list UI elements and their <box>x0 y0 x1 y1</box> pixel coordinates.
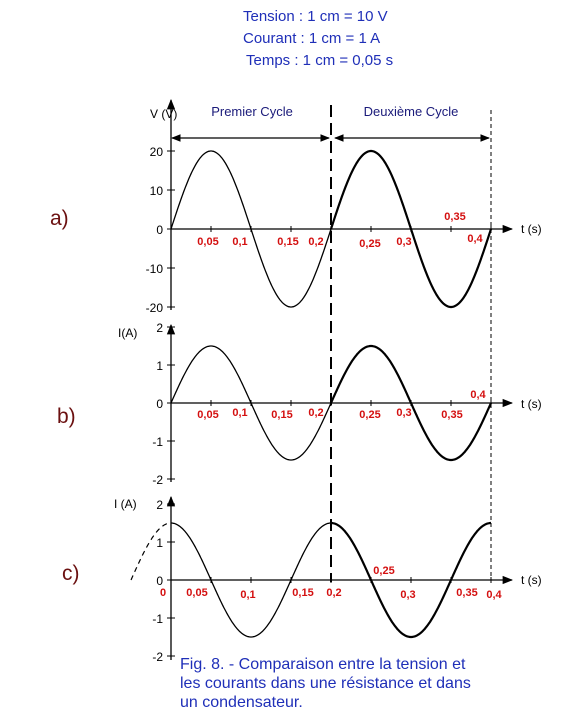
panel-label-b: b) <box>57 405 76 428</box>
x-tick-label-b: 0,35 <box>441 409 462 421</box>
y-tick-label-c: 1 <box>156 536 163 550</box>
caption-line-1: Fig. 8. - Comparaison entre la tension e… <box>180 656 466 673</box>
y-tick-label-a: -10 <box>146 262 164 276</box>
y-tick-label-b: 1 <box>156 359 163 373</box>
x-tick-label-c: 0,25 <box>373 565 394 577</box>
x-tick-label-a: 0,1 <box>232 236 247 248</box>
y-axis-label-c: I (A) <box>114 497 137 511</box>
x-tick-label-a: 0,15 <box>277 236 298 248</box>
x-tick-label-b: 0,15 <box>271 409 292 421</box>
y-tick-label-a: -20 <box>146 301 164 315</box>
curve-cycle2-c <box>331 521 491 639</box>
figure-caption: Fig. 8. - Comparaison entre la tension e… <box>180 655 540 712</box>
scale-time: Temps : 1 cm = 0,05 s <box>246 52 394 69</box>
caption-line-3: un condensateur. <box>180 694 303 711</box>
panel-label-c: c) <box>62 562 80 585</box>
x-tick-label-a: 0,35 <box>444 211 465 223</box>
x-tick-label-c: 0,35 <box>456 587 477 599</box>
caption-line-2: les courants dans une résistance et dans <box>180 675 471 692</box>
y-tick-label-b: -2 <box>152 473 163 487</box>
scale-current: Courant : 1 cm = 1 A <box>243 30 381 47</box>
first-cycle-label: Premier Cycle <box>211 104 293 119</box>
scale-voltage: Tension : 1 cm = 10 V <box>243 8 388 25</box>
y-axis-label-a: V (V) <box>150 107 177 121</box>
curve-cycle1-b <box>170 345 332 461</box>
x-tick-label-b: 0,1 <box>232 407 247 419</box>
x-tick-label-b: 0,05 <box>197 409 218 421</box>
y-tick-label-b: 0 <box>156 397 163 411</box>
x-tick-label-a: 0,3 <box>396 236 411 248</box>
x-tick-label-c: 0,1 <box>240 589 255 601</box>
y-tick-label-c: 0 <box>156 574 163 588</box>
curve-cycle1-c <box>171 522 331 638</box>
x-tick-label-c: 0,2 <box>326 587 341 599</box>
x-tick-label-a: 0,4 <box>467 233 483 245</box>
y-tick-label-a: 0 <box>156 223 163 237</box>
x-tick-label-b: 0,25 <box>359 409 380 421</box>
curve-cycle1-a <box>170 150 332 308</box>
y-tick-label-c: -1 <box>152 612 163 626</box>
second-cycle-label: Deuxième Cycle <box>364 104 459 119</box>
x-tick-label-c: 0,15 <box>292 587 313 599</box>
y-axis-label-b: I(A) <box>118 326 137 340</box>
x-axis-label-a: t (s) <box>521 222 542 236</box>
y-tick-label-a: 10 <box>150 184 164 198</box>
axes-group <box>166 98 514 660</box>
x-tick-label-b: 0,3 <box>396 407 411 419</box>
x-tick-label-b: 0,2 <box>308 407 323 419</box>
x-axis-label-c: t (s) <box>521 573 542 587</box>
y-tick-label-b: -1 <box>152 435 163 449</box>
x-tick-label-a: 0,25 <box>359 238 380 250</box>
curve-cycle2-a <box>329 149 493 309</box>
y-tick-label-c: -2 <box>152 650 163 664</box>
x-tick-label-b: 0,4 <box>470 389 486 401</box>
y-tick-label-a: 20 <box>150 145 164 159</box>
curve-leadin-c <box>130 522 171 581</box>
x-tick-label-c: 0,3 <box>400 589 415 601</box>
x-axis-label-b: t (s) <box>521 397 542 411</box>
x-tick-label-a: 0,2 <box>308 236 323 248</box>
y-tick-label-b: 2 <box>156 321 163 335</box>
curves-group <box>130 149 493 639</box>
x-tick-label-c: 0,05 <box>186 587 207 599</box>
curve-cycle2-b <box>329 344 493 462</box>
y-tick-label-c: 2 <box>156 498 163 512</box>
panel-label-a: a) <box>50 207 69 230</box>
x-tick-label-c: 0,4 <box>486 589 502 601</box>
x-tick-label-c: 0 <box>160 587 166 599</box>
x-tick-label-a: 0,05 <box>197 236 218 248</box>
